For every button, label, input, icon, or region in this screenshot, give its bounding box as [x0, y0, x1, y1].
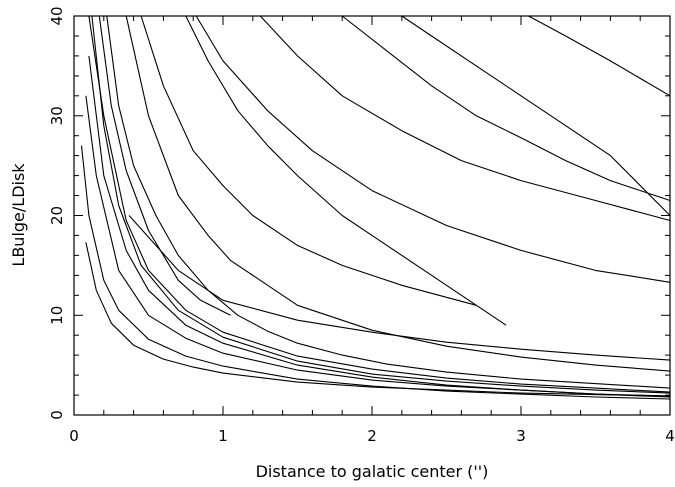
y-tick-label: 0: [48, 410, 66, 420]
series-line-6: [88, 15, 671, 393]
x-tick-label: 1: [218, 427, 228, 445]
series-line-13: [195, 15, 671, 283]
series-line-5: [91, 15, 671, 394]
series-line-12: [185, 15, 507, 326]
y-tick-label: 20: [48, 206, 66, 225]
series-layer: [80, 15, 671, 400]
x-tick-label: 4: [665, 427, 675, 445]
series-line-1: [85, 242, 671, 397]
series-line-17: [528, 15, 671, 97]
x-tick-label: 0: [69, 427, 79, 445]
series-line-15: [341, 15, 671, 202]
series-line-10: [128, 215, 671, 361]
x-tick-label: 2: [367, 427, 377, 445]
x-axis-label: Distance to galatic center (''): [256, 462, 489, 481]
series-line-2: [80, 145, 671, 400]
y-tick-label: 30: [48, 106, 66, 125]
series-line-8: [106, 15, 671, 389]
series-line-14: [259, 15, 671, 222]
y-axis-label: LBulge/LDisk: [9, 163, 28, 267]
x-tick-label: 3: [516, 427, 526, 445]
y-tick-label: 10: [48, 306, 66, 325]
series-line-16: [401, 15, 671, 216]
series-line-11: [140, 15, 477, 306]
series-line-4: [88, 55, 671, 397]
series-line-7: [98, 15, 231, 316]
y-tick-label: 40: [48, 6, 66, 25]
series-line-9: [125, 15, 671, 372]
